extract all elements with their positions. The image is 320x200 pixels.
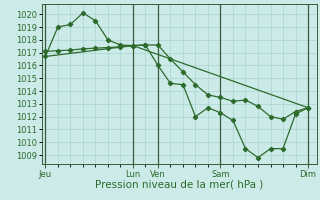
X-axis label: Pression niveau de la mer( hPa ): Pression niveau de la mer( hPa ) bbox=[95, 180, 263, 190]
